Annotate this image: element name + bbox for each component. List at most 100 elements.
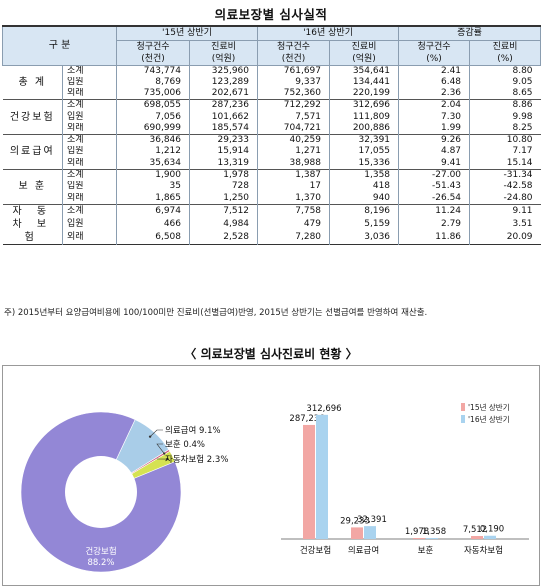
table-cell: 1,387 [257, 168, 330, 181]
table-cell: 15,914 [188, 146, 258, 158]
table-cell: -26.54 [398, 192, 470, 205]
table-cell: 2,528 [188, 230, 258, 245]
table-row: 외래 1,865 1,250 1,370 940 -26.54 -24.80 [3, 192, 541, 205]
pie-callout-dot [163, 452, 166, 455]
table-row: 입원 7,056 101,662 7,571 111,809 7.30 9.98 [3, 111, 541, 123]
header-gubun: 구 분 [2, 25, 117, 66]
bar [484, 535, 496, 539]
row-sub-label: 입원 [67, 76, 84, 87]
pie-callout-label: 의료급여 9.1% [165, 425, 221, 436]
table-cell: 20.09 [469, 230, 541, 245]
table-cell: 704,721 [257, 122, 330, 135]
row-sub-label: 외래 [67, 123, 84, 134]
bar-value-label: 1,358 [422, 527, 446, 537]
table-cell: 101,662 [188, 111, 258, 123]
x-tick-label: 자동차보험 [464, 546, 503, 556]
table-cell: 8,196 [329, 203, 399, 218]
bar [364, 526, 376, 539]
table-cell: 2.41 [398, 64, 470, 77]
table-cell: 9.11 [469, 203, 541, 218]
table-cell: 36,846 [116, 134, 190, 147]
table-cell: 15,336 [329, 157, 399, 170]
table-cell: 9.41 [398, 157, 470, 170]
table-cell: 698,055 [116, 99, 190, 112]
table-cell: 7,056 [116, 111, 190, 123]
row-sub-label: 입원 [67, 146, 84, 157]
table-cell: 220,199 [329, 88, 399, 100]
table-cell: 6.48 [398, 76, 470, 89]
stats-table-body: 총 계 소계 743,774 325,960 761,697 354,641 2.41 8.8… [2, 64, 541, 245]
bar [303, 424, 315, 539]
table-cell: -31.34 [469, 168, 541, 181]
table-cell: 418 [329, 180, 399, 193]
table-cell: 1,212 [116, 146, 190, 158]
table-cell: 3.51 [469, 217, 541, 231]
row-sub-label: 외래 [67, 157, 84, 168]
row-sub-label: 외래 [67, 192, 84, 203]
table-cell: 9.98 [469, 111, 541, 123]
pie-center-hole [65, 456, 137, 528]
pie-callout-line [156, 443, 165, 454]
table-cell: 32,391 [329, 134, 399, 147]
table-cell: 202,671 [188, 88, 258, 100]
table-cell: 1,250 [188, 192, 258, 205]
row-sub-label: 입원 [67, 218, 84, 229]
table-cell: 200,886 [329, 122, 399, 135]
table-cell: 10.80 [469, 134, 541, 147]
table-cell: 752,360 [257, 88, 330, 100]
table-cell: 940 [329, 192, 399, 205]
header-col-unit: (억원) [329, 52, 400, 66]
bar [351, 527, 363, 539]
table-row: 외래 6,508 2,528 7,280 3,036 11.86 20.09 [3, 230, 541, 245]
pie-callout-label: 자동차보험 2.3% [165, 455, 228, 465]
table-cell: 7.17 [469, 146, 541, 158]
table-row: 총 계 소계 743,774 325,960 761,697 354,641 2.41 8.8… [2, 64, 541, 100]
bar-value-label: 7,512 [463, 525, 487, 535]
table-cell: 185,574 [188, 122, 258, 135]
bar-value-label: 287,236 [289, 414, 324, 424]
header-group-2016: '16년 상반기 [257, 25, 400, 41]
table-cell: 2.04 [398, 99, 470, 112]
table-cell: 1,271 [257, 146, 330, 158]
pie-callout-dot [166, 457, 169, 461]
table-row: 입원 35 728 17 418 -51.43 -42.58 [3, 180, 541, 193]
table-cell: 123,289 [188, 76, 258, 89]
bar [426, 538, 438, 539]
table-cell: 1,978 [188, 168, 258, 181]
legend-swatch [461, 415, 465, 423]
stats-table: 구 분 '15년 상반기 '16년 상반기 증감률 청구건수 진료비 청구건수 … [2, 25, 542, 245]
table-cell: 13,319 [188, 157, 258, 170]
table-row: 보 훈 소계 1,900 1,978 1,387 1,358 -27.00 -31.34 [2, 168, 541, 205]
table-cell: 728 [188, 180, 258, 193]
row-sub-label: 외래 [67, 231, 84, 242]
header-group-2015: '15년 상반기 [115, 25, 259, 41]
header-col-name: 진료비 [188, 40, 259, 53]
header-col-unit: (천건) [116, 52, 190, 66]
legend-swatch [461, 403, 465, 411]
header-col-name: 진료비 [329, 40, 400, 53]
table-row: 의료급여 소계 36,846 29,233 40,259 32,391 9.26 10.80 [2, 134, 541, 170]
table-cell: 312,696 [329, 99, 399, 112]
pie-callout-line [149, 429, 163, 437]
x-tick-label: 보훈 [418, 545, 434, 556]
pie-callout-label: 보훈 0.4% [165, 439, 205, 450]
table-cell: 7,512 [188, 203, 258, 218]
table-cell: 11.24 [398, 203, 470, 218]
table-cell: 35,634 [116, 157, 190, 170]
bar-value-label: 1,978 [405, 527, 429, 537]
table-cell: 2.36 [398, 88, 470, 100]
table-cell: 3,036 [329, 230, 399, 245]
header-col-name: 청구건수 [257, 40, 331, 53]
table-cell: 1,900 [116, 168, 190, 181]
table-cell: -51.43 [398, 180, 470, 193]
row-sub-label: 입원 [67, 181, 84, 192]
legend-label: '16년 상반기 [468, 414, 510, 424]
table-cell: 690,999 [116, 122, 190, 135]
table-cell: 1,370 [257, 192, 330, 205]
header-col-name: 청구건수 [398, 40, 471, 53]
header-group-change: 증감률 [398, 25, 542, 41]
table-cell: 35 [116, 180, 190, 193]
table-row: 외래 35,634 13,319 38,988 15,336 9.41 15.14 [3, 157, 541, 170]
header-col-name: 진료비 [469, 40, 542, 53]
